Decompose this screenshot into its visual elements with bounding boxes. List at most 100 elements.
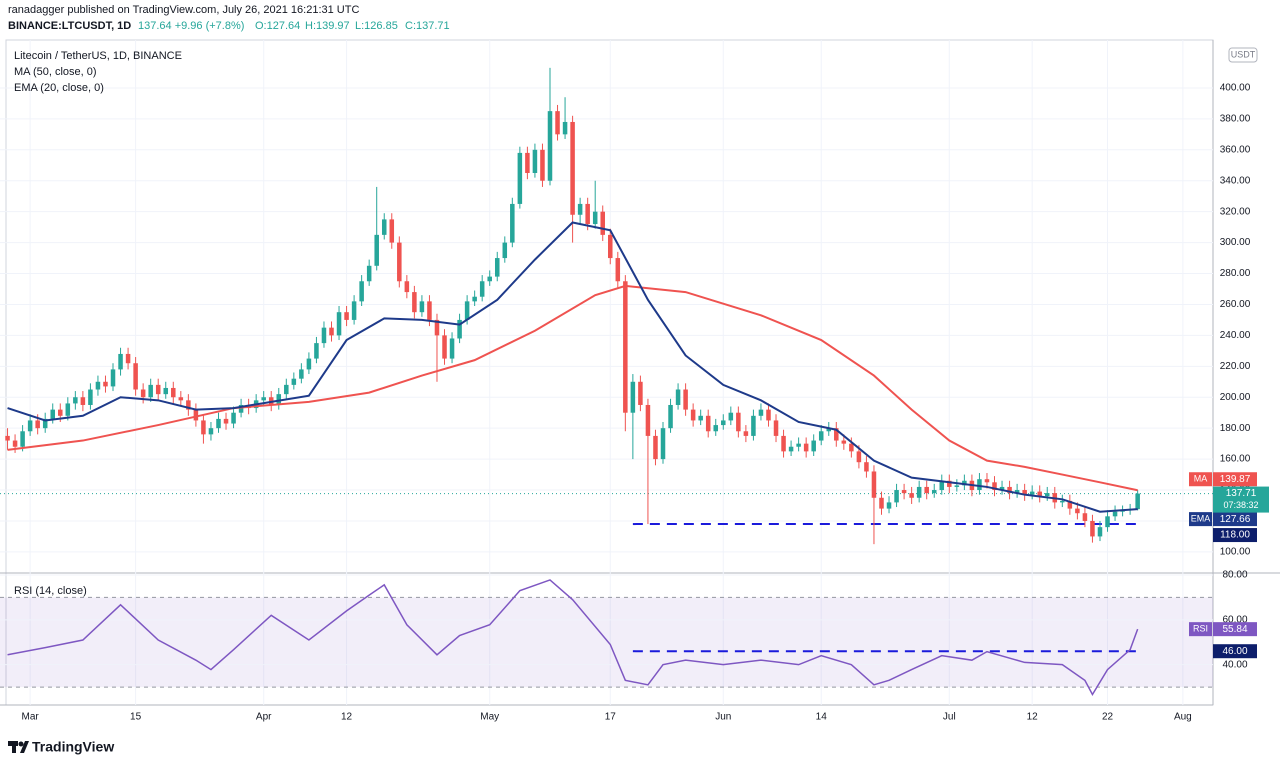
candle-body <box>773 420 779 436</box>
candle-body <box>984 479 990 483</box>
candle-body <box>1060 500 1065 503</box>
candle-body <box>284 384 289 395</box>
candle-body <box>58 409 63 416</box>
level-tag-label: 46.00 <box>1222 646 1247 657</box>
pane <box>0 574 1213 688</box>
candle-body <box>449 338 455 359</box>
series-line <box>7 579 1139 696</box>
candle-body <box>751 415 756 436</box>
series-tag-box <box>1213 512 1257 527</box>
candle-body <box>1112 511 1118 517</box>
candle-body <box>540 149 545 181</box>
brand: TradingView <box>32 739 114 755</box>
level-tag-box <box>1213 644 1257 659</box>
x-tick-label: Jun <box>715 712 731 723</box>
candle-body <box>178 397 184 401</box>
candle-body <box>73 397 78 404</box>
ohlc-value: O:127.64 <box>255 20 300 32</box>
candle-body <box>336 312 342 336</box>
candle-body <box>939 480 945 491</box>
series-tag-box <box>1213 622 1257 637</box>
candle-body <box>856 451 862 463</box>
ohlc-value: C:137.71 <box>405 20 450 32</box>
y-tick-label: 220.00 <box>1220 361 1251 372</box>
candle-body <box>434 319 440 336</box>
candle-body <box>962 480 967 486</box>
candle-body <box>864 462 869 472</box>
candle-body <box>743 431 749 436</box>
candle-body <box>457 319 462 339</box>
series-tag-box <box>1213 472 1257 487</box>
candle-body <box>585 203 590 225</box>
y-tick-label: 280.00 <box>1220 268 1251 279</box>
candle-body <box>653 435 658 460</box>
candle-body <box>1029 491 1035 495</box>
candle-body <box>261 397 266 401</box>
series-tag-key: MA <box>1194 474 1208 484</box>
candle-body <box>675 389 681 405</box>
candle-body <box>133 363 138 390</box>
candle-body <box>879 497 884 509</box>
candle-body <box>329 327 334 336</box>
candle-body <box>1097 527 1103 537</box>
y-tick-label: 360.00 <box>1220 144 1251 155</box>
candle-body <box>758 409 764 416</box>
candle-body <box>600 211 605 235</box>
candle-body <box>555 111 560 135</box>
candle-body <box>999 486 1005 491</box>
candle-body <box>366 265 372 282</box>
publisher: ranadagger published on TradingView.com,… <box>8 4 359 16</box>
candle-body <box>487 276 492 282</box>
candle-body <box>306 358 312 370</box>
candle-body <box>841 440 847 444</box>
candle-body <box>494 258 500 277</box>
candle-body <box>314 343 319 359</box>
candle-body <box>705 415 711 432</box>
series-line <box>7 221 1138 513</box>
candle-body <box>562 121 568 135</box>
candle-body <box>193 409 199 421</box>
y-tick-label: 300.00 <box>1220 237 1251 248</box>
candle-body <box>510 203 515 243</box>
candle-body <box>638 381 643 405</box>
candle-body <box>1082 513 1088 521</box>
candle-body <box>299 369 304 379</box>
candle-body <box>103 381 108 387</box>
symbol: BINANCE:LTCUSDT, 1D <box>8 20 131 32</box>
candle-body <box>721 420 726 426</box>
candle-body <box>886 502 892 509</box>
candle-body <box>148 384 153 398</box>
candle-body <box>1037 491 1042 497</box>
level-tag-box <box>1213 528 1257 543</box>
candle-body <box>713 425 719 432</box>
candle-body <box>163 387 169 395</box>
x-tick-label: 12 <box>1027 712 1039 723</box>
candle-body <box>977 479 982 491</box>
candle-body <box>788 446 794 452</box>
x-tick-label: 17 <box>605 712 617 723</box>
x-tick-label: Apr <box>256 712 272 723</box>
y-tick-label: 340.00 <box>1220 175 1251 186</box>
x-tick-label: 15 <box>130 712 142 723</box>
candle-body <box>931 490 937 494</box>
candle-body <box>834 428 839 441</box>
candle-body <box>502 242 508 259</box>
candle-body <box>615 258 621 282</box>
y-tick-label: 200.00 <box>1220 392 1251 403</box>
candle-body <box>321 327 327 344</box>
candle-body <box>532 149 538 173</box>
legend-entry: EMA (20, close, 0) <box>14 82 104 94</box>
legend-entry: MA (50, close, 0) <box>14 66 97 78</box>
currency: USDT <box>1231 49 1256 59</box>
pane-title: RSI (14, close) <box>14 585 87 597</box>
series-tag-key: EMA <box>1191 513 1211 523</box>
y-tick-label: 160.00 <box>1220 454 1251 465</box>
candle-body <box>630 381 636 413</box>
candle-body <box>547 111 553 181</box>
candle-body <box>1090 520 1095 537</box>
candle-body <box>525 152 530 173</box>
candle-body <box>12 440 18 447</box>
candle-body <box>389 219 395 243</box>
x-tick-label: Jul <box>943 712 956 723</box>
candle-body <box>871 471 877 498</box>
